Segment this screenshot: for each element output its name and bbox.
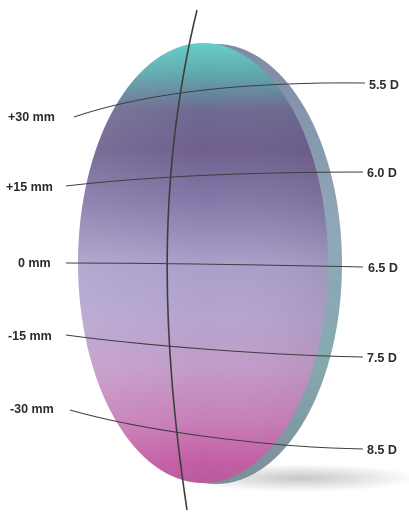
meridian-line <box>166 9 198 511</box>
leader-line <box>65 262 364 268</box>
leader-line <box>65 334 364 358</box>
height-label-minus15: -15 mm <box>8 329 52 343</box>
power-label-8-5: 8.5 D <box>367 443 397 457</box>
height-label-plus15: +15 mm <box>6 180 53 194</box>
leader-line <box>65 171 364 187</box>
power-label-6-5: 6.5 D <box>368 261 398 275</box>
power-label-6-0: 6.0 D <box>367 166 397 180</box>
leader-line <box>69 409 364 450</box>
power-label-7-5: 7.5 D <box>367 351 397 365</box>
height-label-zero: 0 mm <box>18 256 51 270</box>
height-label-plus30: +30 mm <box>8 110 55 124</box>
power-label-5-5: 5.5 D <box>369 78 399 92</box>
lens-sheen <box>78 43 328 483</box>
leader-line <box>73 82 366 118</box>
height-label-minus30: -30 mm <box>10 402 54 416</box>
